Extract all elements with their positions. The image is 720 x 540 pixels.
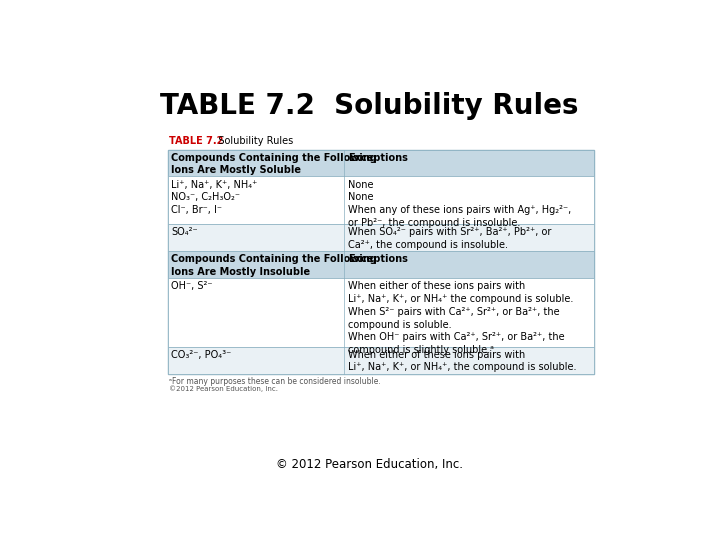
Text: TABLE 7.2: TABLE 7.2 (169, 137, 223, 146)
Text: Compounds Containing the Following
Ions Are Mostly Soluble: Compounds Containing the Following Ions … (171, 153, 377, 176)
Text: When either of these ions pairs with
Li⁺, Na⁺, K⁺, or NH₄⁺ the compound is solub: When either of these ions pairs with Li⁺… (348, 281, 574, 355)
Text: © 2012 Pearson Education, Inc.: © 2012 Pearson Education, Inc. (276, 458, 462, 471)
Text: Li⁺, Na⁺, K⁺, NH₄⁺
NO₃⁻, C₂H₃O₂⁻
Cl⁻, Br⁻, I⁻: Li⁺, Na⁺, K⁺, NH₄⁺ NO₃⁻, C₂H₃O₂⁻ Cl⁻, Br… (171, 179, 258, 215)
Text: CO₃²⁻, PO₄³⁻: CO₃²⁻, PO₄³⁻ (171, 350, 232, 360)
Text: Solubility Rules: Solubility Rules (210, 137, 294, 146)
Bar (168, 251, 594, 278)
Text: Compounds Containing the Following
Ions Are Mostly Insoluble: Compounds Containing the Following Ions … (171, 254, 377, 277)
Text: ᵃFor many purposes these can be considered insoluble.: ᵃFor many purposes these can be consider… (169, 377, 381, 386)
Bar (168, 150, 594, 177)
Bar (168, 347, 594, 374)
Text: TABLE 7.2  Solubility Rules: TABLE 7.2 Solubility Rules (160, 92, 578, 120)
Bar (168, 177, 594, 224)
Text: When SO₄²⁻ pairs with Sr²⁺, Ba²⁺, Pb²⁺, or
Ca²⁺, the compound is insoluble.: When SO₄²⁻ pairs with Sr²⁺, Ba²⁺, Pb²⁺, … (348, 227, 552, 250)
Text: When either of these ions pairs with
Li⁺, Na⁺, K⁺, or NH₄⁺, the compound is solu: When either of these ions pairs with Li⁺… (348, 350, 577, 373)
Text: Exceptions: Exceptions (348, 153, 408, 163)
Bar (168, 224, 594, 251)
Text: ©2012 Pearson Education, Inc.: ©2012 Pearson Education, Inc. (169, 385, 278, 392)
Text: None
None
When any of these ions pairs with Ag⁺, Hg₂²⁻,
or Pb²⁻, the compound is: None None When any of these ions pairs w… (348, 179, 572, 228)
Text: Exceptions: Exceptions (348, 254, 408, 264)
Bar (168, 278, 594, 347)
Text: SO₄²⁻: SO₄²⁻ (171, 227, 198, 237)
Bar (168, 150, 594, 374)
Text: OH⁻, S²⁻: OH⁻, S²⁻ (171, 281, 213, 291)
